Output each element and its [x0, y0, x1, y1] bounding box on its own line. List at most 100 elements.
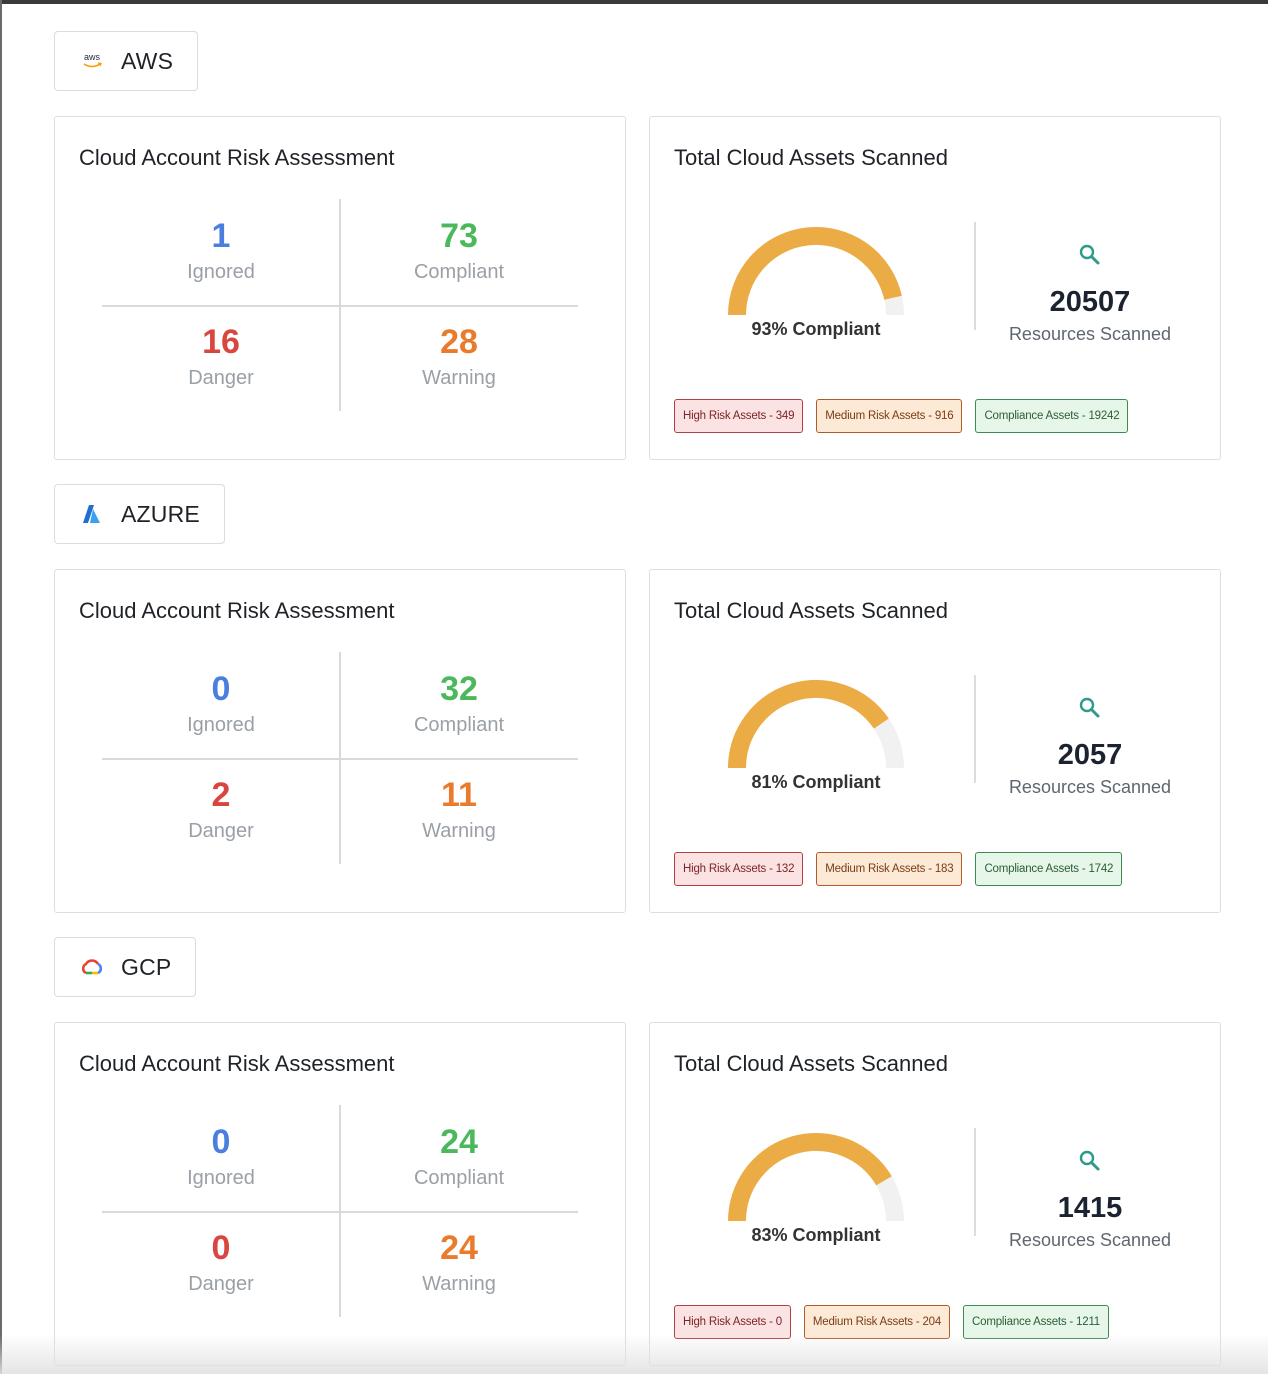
medium-risk-badge[interactable]: Medium Risk Assets - 204 — [803, 1305, 951, 1339]
card-title: Total Cloud Assets Scanned — [674, 145, 948, 170]
compliant-stat[interactable]: 32 Compliant — [340, 652, 578, 758]
assets-scanned-card: Total Cloud Assets Scanned 83% Compliant… — [649, 1022, 1221, 1366]
risk-assessment-card: Cloud Account Risk Assessment 0 Ignored … — [54, 1022, 626, 1366]
ignored-count: 1 — [211, 217, 231, 255]
card-title: Cloud Account Risk Assessment — [79, 145, 395, 170]
provider-section-azure: AZURE Cloud Account Risk Assessment 0 Ig… — [54, 484, 1221, 914]
resources-label: Resources Scanned — [1008, 777, 1172, 797]
ignored-count: 0 — [211, 1123, 231, 1161]
compliance-assets-badge[interactable]: Compliance Assets - 19242 — [975, 399, 1129, 433]
high-risk-badge[interactable]: High Risk Assets - 132 — [674, 852, 804, 886]
warning-stat[interactable]: 24 Warning — [340, 1211, 578, 1317]
magnifier-icon — [1077, 695, 1103, 721]
compliant-label: Compliant — [413, 714, 505, 736]
resources-count: 1415 — [1057, 1192, 1123, 1224]
compliance-gauge — [726, 225, 906, 316]
warning-label: Warning — [422, 367, 496, 389]
gauge-fill — [728, 680, 889, 769]
warning-count: 28 — [440, 323, 478, 361]
provider-section-aws: aws AWS Cloud Account Risk Assessment 1 … — [54, 31, 1221, 461]
high-risk-badge[interactable]: High Risk Assets - 0 — [674, 1305, 791, 1339]
danger-stat[interactable]: 0 Danger — [102, 1211, 340, 1317]
danger-label: Danger — [188, 820, 254, 842]
assets-divider — [974, 675, 976, 783]
grid-divider-horizontal — [102, 305, 578, 307]
ignored-count: 0 — [211, 670, 231, 708]
ignored-label: Ignored — [187, 714, 255, 736]
warning-stat[interactable]: 28 Warning — [340, 305, 578, 411]
ignored-label: Ignored — [187, 1167, 255, 1189]
card-title: Cloud Account Risk Assessment — [79, 1051, 395, 1076]
danger-count: 0 — [211, 1229, 231, 1267]
provider-name: AZURE — [121, 500, 200, 527]
compliant-count: 24 — [440, 1123, 478, 1161]
assets-scanned-card: Total Cloud Assets Scanned 93% Compliant… — [649, 116, 1221, 460]
ignored-stat[interactable]: 1 Ignored — [102, 199, 340, 305]
magnifier-icon — [1077, 1148, 1103, 1174]
aws-logo-icon: aws — [79, 48, 105, 74]
grid-divider-horizontal — [102, 1211, 578, 1213]
compliant-stat[interactable]: 73 Compliant — [340, 199, 578, 305]
risk-assessment-card: Cloud Account Risk Assessment 0 Ignored … — [54, 569, 626, 913]
provider-tab-azure[interactable]: AZURE — [54, 484, 225, 544]
window-left-border — [0, 0, 2, 1374]
azure-logo-icon — [79, 501, 105, 527]
high-risk-badge[interactable]: High Risk Assets - 349 — [674, 399, 804, 433]
gauge-label: 81% Compliant — [751, 772, 881, 792]
danger-label: Danger — [188, 1273, 254, 1295]
assets-scanned-card: Total Cloud Assets Scanned 81% Compliant… — [649, 569, 1221, 913]
resources-count: 2057 — [1057, 739, 1123, 771]
compliant-label: Compliant — [413, 261, 505, 283]
compliant-count: 73 — [440, 217, 478, 255]
risk-grid: 1 Ignored 73 Compliant 16 Danger 28 Warn… — [102, 199, 578, 411]
danger-count: 16 — [202, 323, 240, 361]
risk-grid: 0 Ignored 24 Compliant 0 Danger 24 Warni… — [102, 1105, 578, 1317]
provider-tab-aws[interactable]: aws AWS — [54, 31, 199, 91]
resources-scanned: 2057 Resources Scanned — [990, 695, 1190, 798]
assets-divider — [974, 222, 976, 330]
resources-scanned: 20507 Resources Scanned — [990, 242, 1190, 345]
risk-assessment-card: Cloud Account Risk Assessment 1 Ignored … — [54, 116, 626, 460]
compliance-gauge — [726, 1131, 906, 1222]
asset-tags: High Risk Assets - 349 Medium Risk Asset… — [674, 399, 1129, 433]
ignored-label: Ignored — [187, 261, 255, 283]
card-title: Cloud Account Risk Assessment — [79, 598, 395, 623]
gauge-label: 93% Compliant — [751, 319, 881, 339]
danger-stat[interactable]: 2 Danger — [102, 758, 340, 864]
grid-divider-horizontal — [102, 758, 578, 760]
resources-label: Resources Scanned — [1008, 1230, 1172, 1250]
card-title: Total Cloud Assets Scanned — [674, 598, 948, 623]
warning-count: 11 — [441, 776, 477, 814]
ignored-stat[interactable]: 0 Ignored — [102, 652, 340, 758]
resources-count: 20507 — [1049, 286, 1131, 318]
card-title: Total Cloud Assets Scanned — [674, 1051, 948, 1076]
window-top-border — [0, 0, 1268, 4]
danger-label: Danger — [188, 367, 254, 389]
provider-name: GCP — [121, 953, 172, 980]
warning-stat[interactable]: 11 Warning — [340, 758, 578, 864]
gauge-label: 83% Compliant — [751, 1225, 881, 1245]
warning-count: 24 — [440, 1229, 478, 1267]
compliant-label: Compliant — [413, 1167, 505, 1189]
assets-divider — [974, 1128, 976, 1236]
compliant-count: 32 — [440, 670, 478, 708]
compliant-stat[interactable]: 24 Compliant — [340, 1105, 578, 1211]
aws-logo-text: aws — [84, 52, 101, 62]
compliance-assets-badge[interactable]: Compliance Assets - 1742 — [975, 852, 1123, 886]
warning-label: Warning — [422, 820, 496, 842]
ignored-stat[interactable]: 0 Ignored — [102, 1105, 340, 1211]
medium-risk-badge[interactable]: Medium Risk Assets - 916 — [816, 399, 963, 433]
risk-grid: 0 Ignored 32 Compliant 2 Danger 11 Warni… — [102, 652, 578, 864]
resources-scanned: 1415 Resources Scanned — [990, 1148, 1190, 1251]
asset-tags: High Risk Assets - 132 Medium Risk Asset… — [674, 852, 1123, 886]
medium-risk-badge[interactable]: Medium Risk Assets - 183 — [816, 852, 963, 886]
resources-label: Resources Scanned — [1008, 324, 1172, 344]
compliance-assets-badge[interactable]: Compliance Assets - 1211 — [963, 1305, 1109, 1339]
asset-tags: High Risk Assets - 0 Medium Risk Assets … — [674, 1305, 1109, 1339]
gauge-fill — [728, 1133, 892, 1222]
gcp-logo-icon — [79, 954, 105, 980]
warning-label: Warning — [422, 1273, 496, 1295]
provider-tab-gcp[interactable]: GCP — [54, 937, 197, 997]
danger-stat[interactable]: 16 Danger — [102, 305, 340, 411]
magnifier-icon — [1077, 242, 1103, 268]
